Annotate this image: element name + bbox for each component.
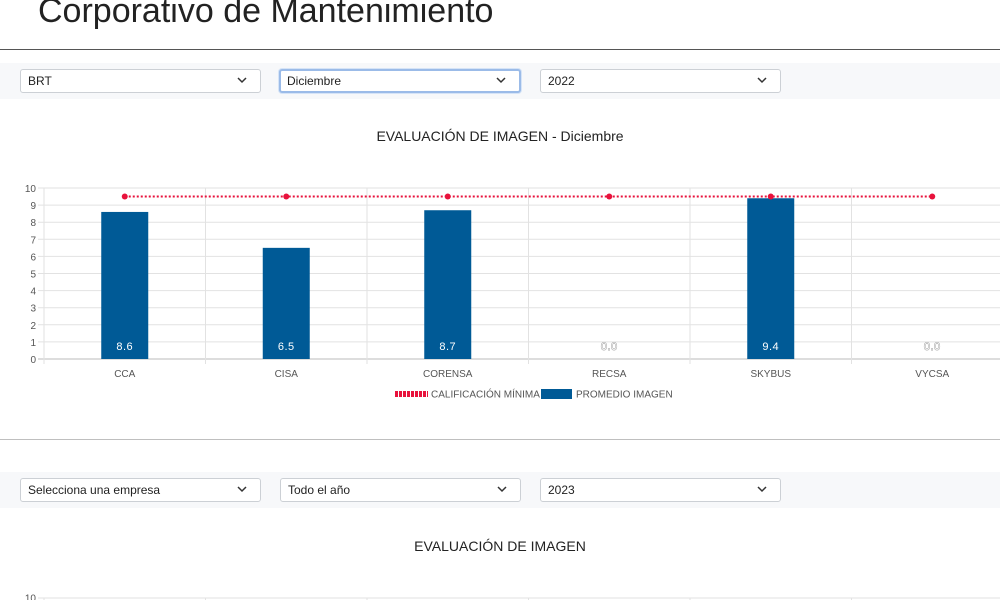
chart2-title: EVALUACIÓN DE IMAGEN [414, 538, 586, 554]
bar-data-label: 0.0 [924, 341, 941, 353]
y-tick-label: 7 [30, 235, 36, 246]
chart1-title: EVALUACIÓN DE IMAGEN - Diciembre [376, 128, 624, 144]
company-select-value: BRT [28, 74, 52, 88]
x-tick-label: CISA [275, 369, 299, 380]
bar-data-label: 8.6 [116, 341, 133, 353]
min-line-point [929, 193, 936, 200]
page-title: Corporativo de Mantenimiento [38, 0, 494, 30]
min-line-point [121, 193, 128, 200]
legend-label: CALIFICACIÓN MÍNIMA [431, 388, 540, 401]
x-tick-label: SKYBUS [750, 369, 791, 380]
bar-data-label: 6.5 [278, 341, 295, 353]
x-tick-label: VYCSA [915, 369, 949, 380]
company-select-2[interactable]: Selecciona una empresa [20, 478, 261, 502]
chevron-down-icon [757, 486, 767, 493]
bar-data-label: 8.7 [439, 341, 456, 353]
min-line-point [283, 193, 290, 200]
period-select-value: Todo el año [288, 483, 351, 497]
y-tick-label: 9 [30, 201, 36, 212]
bar [747, 198, 795, 359]
section-divider [0, 439, 1000, 440]
x-tick-label: CORENSA [423, 369, 473, 380]
chart-evaluacion-anual: 10 [25, 594, 1000, 600]
chevron-down-icon [237, 486, 247, 493]
month-select[interactable]: Diciembre [279, 69, 521, 93]
min-line-point [606, 193, 613, 200]
y-tick-label: 2 [30, 321, 36, 332]
min-line-point [444, 193, 451, 200]
chevron-down-icon [496, 77, 506, 84]
bar-data-label: 9.4 [762, 341, 779, 353]
month-select-value: Diciembre [287, 74, 342, 88]
year-select-value: 2022 [548, 74, 575, 88]
bar [424, 210, 472, 359]
x-tick-label: CCA [114, 369, 135, 380]
min-line-point [767, 193, 774, 200]
period-select[interactable]: Todo el año [280, 478, 521, 502]
title-divider [0, 49, 1000, 50]
legend-swatch-bar [541, 389, 572, 399]
y-tick-label: 0 [30, 355, 36, 366]
bar [262, 247, 310, 359]
legend: CALIFICACIÓN MÍNIMA PROMEDIO IMAGEN [395, 388, 673, 401]
y-tick-label: 10 [25, 184, 37, 195]
filter-bar-top: BRT Diciembre 2022 [0, 63, 1000, 99]
year-select-2-value: 2023 [548, 483, 575, 497]
filter-bar-bottom: Selecciona una empresa Todo el año 2023 [0, 472, 1000, 508]
company-select[interactable]: BRT [20, 69, 261, 93]
bar-data-label: 0.0 [601, 341, 618, 353]
bar [101, 211, 149, 359]
chevron-down-icon [497, 486, 507, 493]
y-tick-label: 8 [30, 218, 36, 229]
year-select-2[interactable]: 2023 [540, 478, 781, 502]
chevron-down-icon [237, 77, 247, 84]
year-select[interactable]: 2022 [540, 69, 781, 93]
y-tick-label: 3 [30, 304, 36, 315]
y-tick-label: 6 [30, 252, 36, 263]
y-tick-label: 1 [30, 338, 36, 349]
y-tick-label: 10 [25, 594, 37, 600]
chart-evaluacion-diciembre: 0 1 2 3 4 5 6 7 8 9 10 8.6 6.5 8.7 0.0 9.4 0.0 CCA CISA COR… [25, 184, 1000, 401]
company-select-2-value: Selecciona una empresa [28, 483, 161, 497]
x-tick-label: RECSA [592, 369, 627, 380]
y-tick-label: 5 [30, 270, 36, 281]
y-tick-label: 4 [30, 287, 36, 298]
chevron-down-icon [757, 77, 767, 84]
legend-label: PROMEDIO IMAGEN [576, 390, 673, 401]
